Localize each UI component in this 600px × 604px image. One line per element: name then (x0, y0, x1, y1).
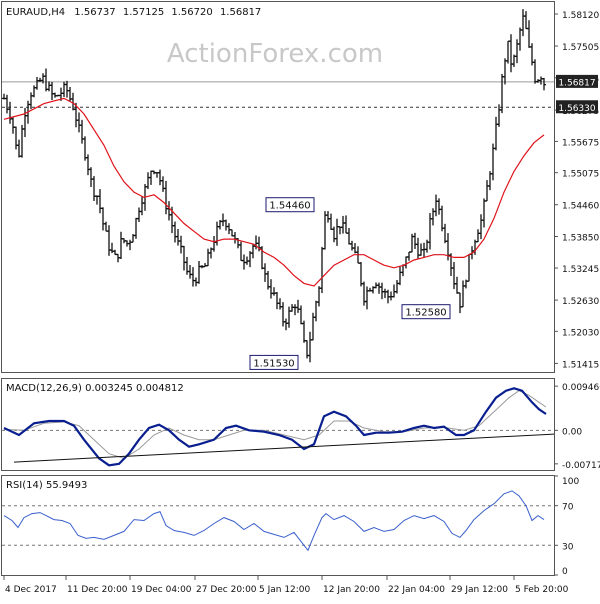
x-tick-label: 4 Dec 2017 (5, 585, 57, 595)
price-y-tick-label: 1.53245 (562, 265, 599, 275)
rsi-y-tick-label: 30 (562, 542, 574, 552)
time-x-axis: 4 Dec 2017 11 Dec 20:00 19 Dec 04:00 27 Dec… (3, 575, 569, 595)
annotation-box (401, 304, 451, 320)
price-close: 1.56817 (220, 7, 261, 18)
rsi-panel-title: RSI(14) 55.9493 (6, 480, 87, 491)
rsi-y-axis: 100 70 30 0 (554, 475, 579, 577)
ohlc-bar (542, 77, 546, 91)
macd-line (3, 387, 547, 467)
price-y-tick-label: 1.55075 (562, 170, 599, 180)
x-tick-label: 19 Dec 04:00 (131, 585, 192, 595)
price-tags: 1.56817 1.56330 (556, 74, 598, 114)
macd-signal-line (3, 390, 547, 459)
macd-panel-frame (1, 378, 555, 471)
annotation-box (249, 354, 299, 370)
current-price-tag: 1.56817 (558, 78, 595, 88)
price-symbol: EURAUD,H4 (6, 7, 65, 18)
level-price-tag-bg (556, 100, 598, 114)
x-tick-label: 12 Jan 20:00 (323, 585, 380, 595)
macd-y-tick-label: 0.00 (562, 427, 582, 437)
price-y-tick-label: 1.57505 (562, 43, 599, 53)
price-panel-frame (1, 1, 555, 373)
price-y-tick-label: 1.51415 (562, 360, 599, 370)
macd-panel-title: MACD(12,26,9) 0.003245 0.004812 (6, 383, 184, 394)
rsi-panel-frame (1, 475, 555, 576)
x-tick-label: 5 Feb 20:00 (515, 585, 569, 595)
price-y-tick-label: 1.55675 (562, 138, 599, 148)
current-price-tag-bg (556, 74, 598, 88)
rsi-level-lines (2, 505, 554, 546)
price-y-tick-label: 1.54460 (562, 202, 599, 212)
level-price-tag: 1.56330 (558, 104, 595, 114)
annotation-label: 1.52580 (405, 308, 446, 319)
price-y-tick-label: 1.58120 (562, 11, 599, 21)
price-low: 1.56720 (171, 7, 212, 18)
watermark: ActionForex.com (167, 39, 383, 69)
moving-average-line (3, 97, 545, 287)
annotation-box (265, 197, 315, 213)
macd-trendline (13, 433, 555, 463)
rsi-y-tick-label: 70 (562, 503, 574, 513)
annotation-label: 1.51530 (253, 358, 294, 369)
macd-y-axis: 0.009466 0.00 -0.007178 (554, 383, 600, 471)
rsi-line (3, 490, 545, 552)
rsi-y-tick-label: 0 (562, 567, 568, 577)
price-y-tick-label: 1.53850 (562, 234, 599, 244)
annotation-label: 1.54460 (269, 201, 310, 212)
macd-y-tick-label: 0.009466 (562, 383, 600, 393)
x-tick-label: 5 Jan 12:00 (259, 585, 311, 595)
price-annotations: 1.54460 1.51530 1.52580 (249, 197, 451, 370)
x-tick-label: 11 Dec 20:00 (67, 585, 128, 595)
price-level-lines (2, 81, 554, 108)
x-tick-label: 27 Dec 20:00 (196, 585, 257, 595)
price-panel-title: EURAUD,H4 1.56737 1.57125 1.56720 1.5681… (6, 7, 261, 18)
rsi-y-tick-label: 100 (562, 477, 579, 487)
x-tick-label: 29 Jan 12:00 (451, 585, 508, 595)
price-open: 1.56737 (74, 7, 115, 18)
price-y-tick-label: 1.52630 (562, 297, 599, 307)
price-y-tick-label: 1.52030 (562, 328, 599, 338)
price-high: 1.57125 (123, 7, 164, 18)
macd-y-tick-label: -0.007178 (562, 461, 600, 471)
x-tick-label: 22 Jan 04:00 (388, 585, 445, 595)
